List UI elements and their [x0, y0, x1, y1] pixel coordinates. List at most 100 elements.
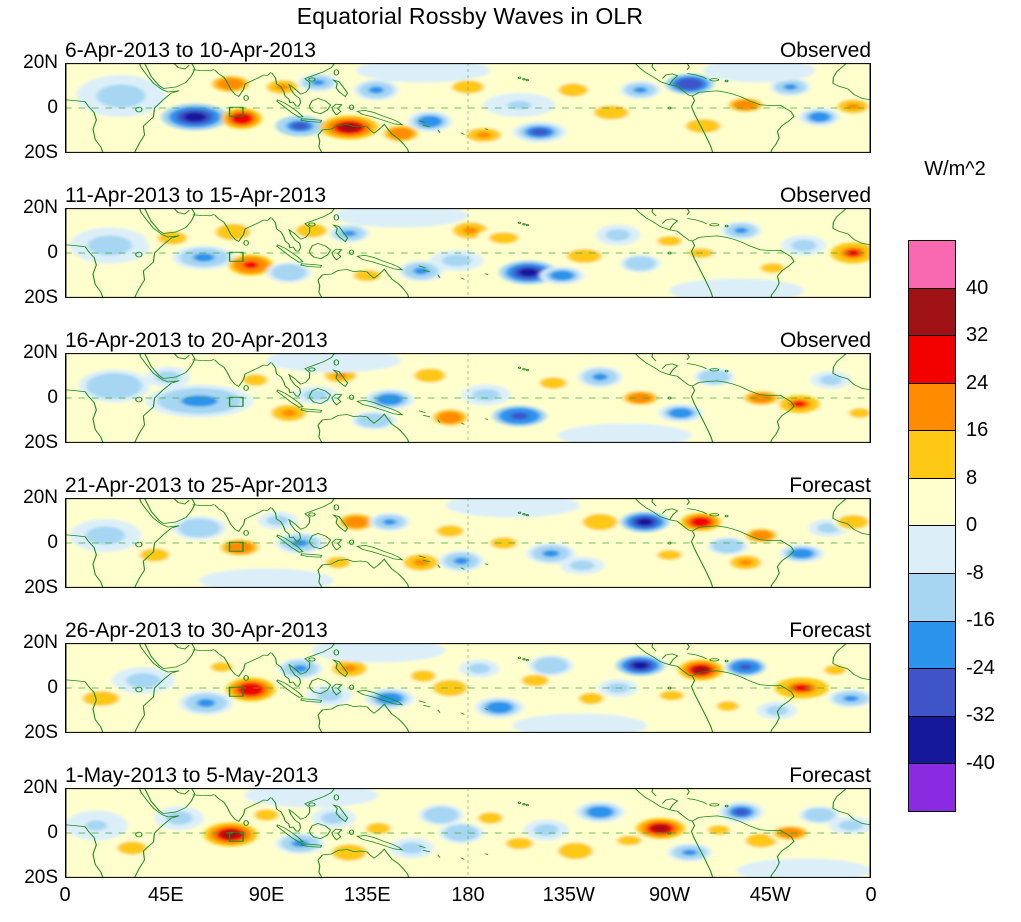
- y-tick-label: 20N: [23, 197, 58, 218]
- y-tick-label: 20N: [23, 632, 58, 653]
- panel-header: 21-Apr-2013 to 25-Apr-2013 Forecast: [65, 471, 871, 498]
- panel-map-row: 20N 0 20S: [23, 52, 871, 163]
- x-tick-label: 45E: [147, 884, 184, 906]
- map-plot: [65, 208, 871, 298]
- colorbar-cell: [909, 430, 955, 478]
- y-tick-label: 0: [47, 97, 58, 118]
- x-axis: 0 45E 90E 135E 180 135W 90W 45W 0: [0, 884, 1021, 912]
- reference-box: [228, 106, 244, 117]
- colorbar-cell: [909, 477, 955, 526]
- y-tick-label: 20S: [24, 142, 58, 163]
- panel-kind-label: Forecast: [789, 619, 871, 642]
- reference-box: [228, 251, 244, 262]
- x-tick-label: 180: [451, 884, 485, 906]
- panels-container: 6-Apr-2013 to 10-Apr-2013 Observed 20N 0 20S…: [0, 36, 871, 906]
- map-plot: [65, 353, 871, 443]
- x-tick-label: 90E: [248, 884, 285, 906]
- colorbar-tick-label: -8: [966, 561, 984, 584]
- colorbar-cell: [909, 573, 955, 621]
- panel-date-range: 26-Apr-2013 to 30-Apr-2013: [65, 619, 328, 642]
- panel-map-row: 20N 0 20S: [23, 632, 871, 743]
- panel-kind-label: Observed: [779, 39, 871, 62]
- reference-box: [228, 396, 244, 407]
- colorbar-tick-label: 24: [966, 371, 989, 394]
- panel-4: 21-Apr-2013 to 25-Apr-2013 Forecast 20N 0 20…: [0, 471, 871, 616]
- colorbar-cell: [909, 715, 955, 764]
- map-plot: [65, 788, 871, 878]
- colorbar-tick-label: -32: [966, 704, 995, 726]
- x-tick-label: 0: [59, 884, 71, 906]
- panel-header: 26-Apr-2013 to 30-Apr-2013 Forecast: [65, 616, 871, 643]
- map-frame: [65, 63, 871, 153]
- panel-map-row: 20N 0 20S: [23, 487, 871, 598]
- panel-header: 11-Apr-2013 to 15-Apr-2013 Observed: [65, 181, 871, 208]
- panel-5: 26-Apr-2013 to 30-Apr-2013 Forecast 20N 0 20…: [0, 616, 871, 761]
- map-frame: [65, 208, 871, 298]
- anomaly-field: [69, 498, 871, 588]
- x-tick-label: 90W: [648, 884, 691, 906]
- anomaly-field: [65, 788, 871, 878]
- map-plot: [65, 63, 871, 153]
- map-frame: [65, 498, 871, 588]
- colorbar-tick-label: 0: [966, 514, 978, 536]
- y-tick-label: 20S: [24, 287, 58, 308]
- colorbar-tick-label: 32: [966, 324, 989, 346]
- panel-kind-label: Observed: [779, 184, 871, 207]
- x-tick-label: 135W: [542, 884, 595, 906]
- y-tick-label: 0: [47, 532, 58, 553]
- y-tick-label: 20S: [24, 867, 58, 888]
- anomaly-field: [76, 63, 871, 144]
- anomaly-field: [69, 208, 871, 298]
- panel-map-row: 20N 0 20S: [23, 197, 871, 308]
- colorbar-cell: [909, 525, 955, 574]
- y-tick-label: 20S: [24, 577, 58, 598]
- panel-kind-label: Forecast: [789, 474, 871, 497]
- map-frame: [65, 643, 871, 733]
- colorbar-tick-label: -40: [966, 751, 995, 774]
- figure-title: Equatorial Rossby Waves in OLR: [296, 3, 644, 29]
- colorbar-tick-label: -24: [966, 656, 995, 679]
- x-tick-label: 45W: [749, 884, 791, 906]
- map-plot: [65, 498, 871, 588]
- panel-date-range: 21-Apr-2013 to 25-Apr-2013: [65, 474, 328, 497]
- x-tick-label: 0: [865, 884, 877, 906]
- reference-box: [228, 541, 244, 552]
- map-frame: [65, 788, 871, 878]
- y-tick-label: 20N: [23, 487, 58, 508]
- colorbar-cell: [909, 287, 955, 336]
- colorbar-cell: [909, 382, 955, 431]
- colorbar-tick-label: 40: [966, 276, 989, 299]
- colorbar-tick-label: -16: [966, 609, 995, 631]
- panel-header: 16-Apr-2013 to 20-Apr-2013 Observed: [65, 326, 871, 353]
- reference-box: [228, 831, 244, 842]
- panel-2: 11-Apr-2013 to 15-Apr-2013 Observed 20N 0 20…: [0, 181, 871, 326]
- panel-date-range: 1-May-2013 to 5-May-2013: [65, 764, 319, 787]
- map-plot: [65, 643, 871, 733]
- y-tick-label: 0: [47, 242, 58, 263]
- panel-6: 1-May-2013 to 5-May-2013 Forecast 20N 0 20S: [0, 761, 871, 906]
- x-tick-label: 135E: [343, 884, 391, 906]
- colorbar-cell: [909, 620, 955, 669]
- colorbar-cell: [909, 668, 955, 716]
- y-tick-label: 20S: [24, 722, 58, 743]
- panel-date-range: 11-Apr-2013 to 15-Apr-2013: [65, 184, 327, 207]
- panel-kind-label: Forecast: [789, 764, 871, 787]
- colorbar-tick-label: 16: [966, 419, 989, 441]
- panel-header: 6-Apr-2013 to 10-Apr-2013 Observed: [65, 36, 871, 63]
- colorbar-cell: [909, 241, 955, 288]
- y-tick-label: 0: [47, 822, 58, 843]
- y-tick-label: 20N: [23, 342, 58, 363]
- y-tick-label: 20N: [23, 777, 58, 798]
- panel-map-row: 20N 0 20S: [23, 342, 871, 453]
- y-tick-label: 20N: [23, 52, 58, 73]
- colorbar-cell: [909, 335, 955, 383]
- y-tick-label: 0: [47, 387, 58, 408]
- colorbar-tick-label: 8: [966, 466, 978, 489]
- colorbar-cell: [909, 763, 955, 811]
- map-frame: [65, 353, 871, 443]
- reference-box: [228, 686, 244, 697]
- panel-kind-label: Observed: [779, 329, 871, 352]
- y-tick-label: 20S: [24, 432, 58, 453]
- anomaly-field: [78, 353, 871, 443]
